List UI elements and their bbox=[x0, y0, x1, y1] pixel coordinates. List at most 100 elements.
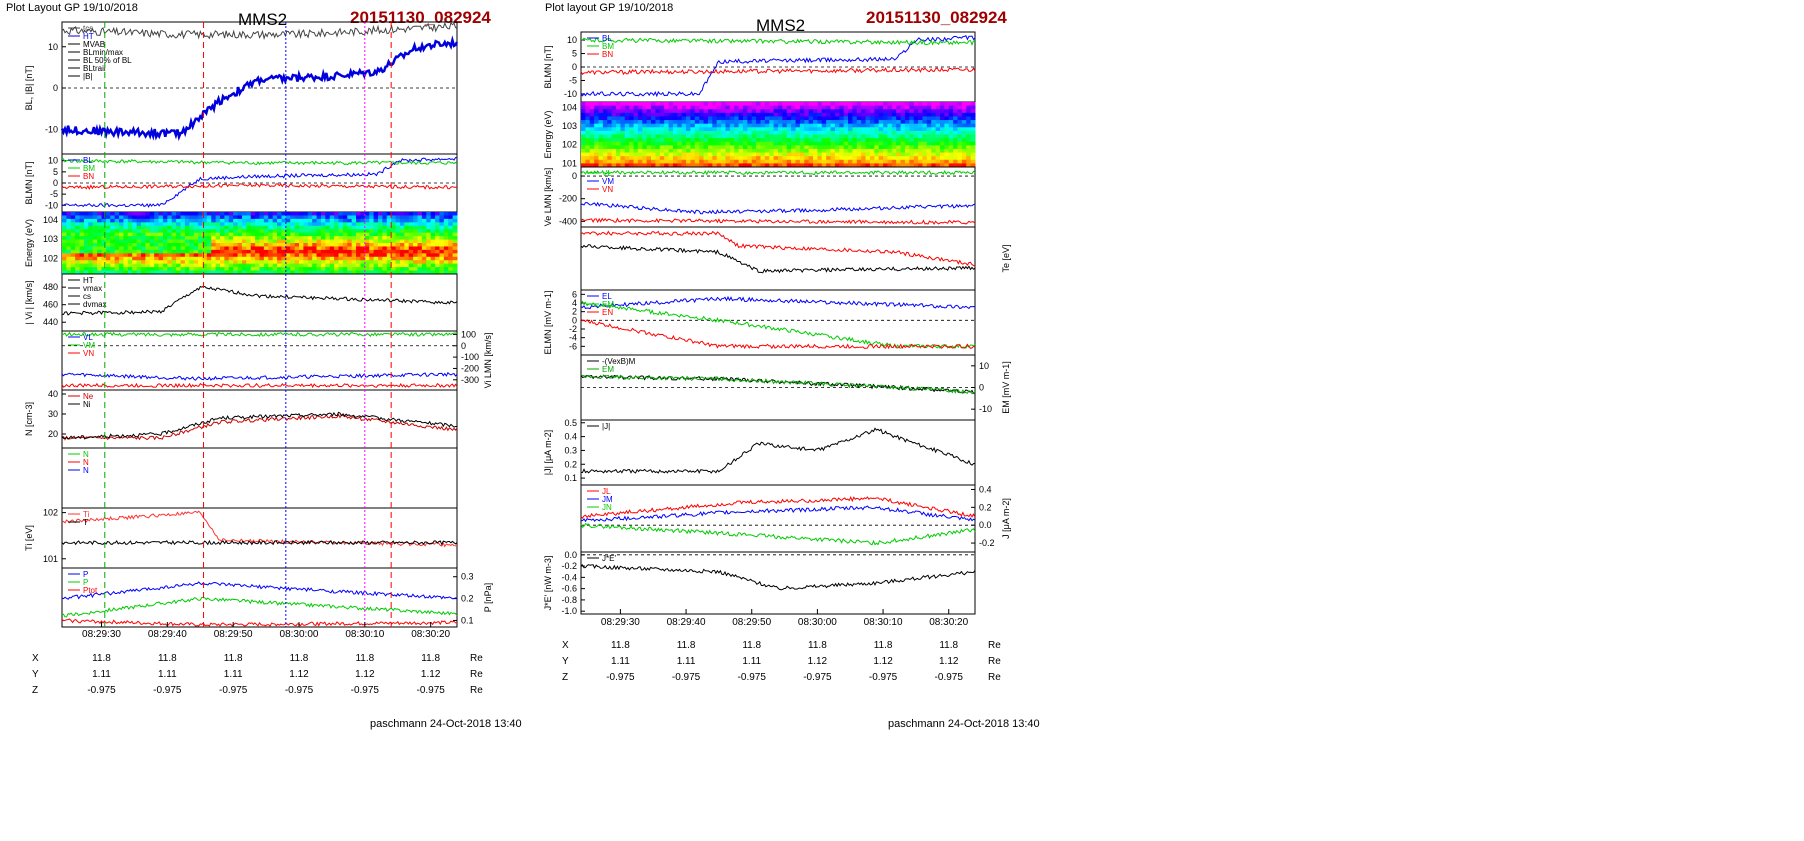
spectrogram-cell bbox=[443, 229, 449, 234]
spectrogram-cell bbox=[347, 263, 353, 268]
spectrogram-cell bbox=[228, 236, 234, 241]
spectrogram-cell bbox=[883, 112, 888, 117]
spectrogram-cell bbox=[944, 112, 950, 117]
spectrogram-cell bbox=[589, 141, 595, 146]
spectrogram-cell bbox=[703, 109, 709, 114]
spectrogram-cell bbox=[664, 141, 670, 146]
spectrogram-cell bbox=[581, 159, 586, 164]
spectrogram-cell bbox=[277, 215, 282, 220]
spectrogram-cell bbox=[369, 232, 375, 237]
spectrogram-cell bbox=[602, 152, 608, 157]
spectrogram-cell bbox=[162, 263, 168, 268]
spectrogram-cell bbox=[430, 225, 436, 230]
spectrogram-cell bbox=[382, 229, 388, 234]
spectrogram-cell bbox=[799, 102, 805, 107]
spectrogram-cell bbox=[799, 134, 805, 139]
spectrogram-cell bbox=[607, 148, 613, 154]
spectrogram-cell bbox=[668, 163, 674, 168]
spectrogram-cell bbox=[791, 112, 797, 117]
spectrogram-cell bbox=[607, 156, 613, 161]
spectrogram-cell bbox=[629, 130, 635, 135]
spectrogram-cell bbox=[699, 148, 705, 154]
spectrogram-cell bbox=[769, 112, 775, 117]
spectrogram-cell bbox=[922, 138, 928, 143]
spectrogram-cell bbox=[843, 156, 849, 161]
spectrogram-cell bbox=[707, 105, 713, 110]
spectrogram-cell bbox=[452, 260, 458, 265]
spectrogram-cell bbox=[786, 105, 792, 110]
spectrogram-cell bbox=[716, 105, 722, 110]
spectrogram-cell bbox=[176, 218, 181, 223]
spectrogram-cell bbox=[856, 134, 862, 139]
spectrogram-cell bbox=[694, 148, 700, 154]
spectrogram-cell bbox=[760, 159, 766, 164]
spectrogram-cell bbox=[62, 256, 67, 261]
spectrogram-cell bbox=[865, 159, 871, 164]
spectrogram-cell bbox=[598, 141, 604, 146]
spectrogram-cell bbox=[756, 123, 761, 128]
spectrogram-cell bbox=[167, 270, 173, 275]
spectrogram-cell bbox=[404, 256, 410, 261]
spectrogram-cell bbox=[334, 232, 339, 237]
spectrogram-cell bbox=[778, 156, 783, 161]
spectrogram-cell bbox=[642, 130, 648, 135]
spectrogram-cell bbox=[869, 127, 875, 132]
spectrogram-cell bbox=[329, 270, 335, 275]
spectrogram-cell bbox=[738, 130, 744, 135]
spectrogram-cell bbox=[145, 270, 151, 275]
spectrogram-cell bbox=[364, 239, 370, 244]
spectrogram-cell bbox=[607, 138, 613, 143]
spectrogram-cell bbox=[369, 225, 375, 230]
spectrogram-cell bbox=[742, 145, 748, 150]
spectrogram-cell bbox=[79, 267, 85, 272]
spectrogram-cell bbox=[329, 215, 335, 220]
spectrogram-cell bbox=[633, 159, 639, 164]
series-line bbox=[581, 427, 976, 474]
spectrogram-cell bbox=[624, 109, 630, 114]
spectrogram-cell bbox=[690, 120, 696, 125]
spectrogram-cell bbox=[602, 123, 608, 128]
spectrogram-cell bbox=[373, 229, 379, 234]
spectrogram-cell bbox=[874, 116, 880, 121]
spectrogram-cell bbox=[782, 102, 788, 107]
spectrogram-cell bbox=[162, 253, 168, 258]
spectrogram-cell bbox=[312, 246, 318, 251]
spectrogram-cell bbox=[435, 218, 440, 223]
spectrogram-cell bbox=[105, 225, 111, 230]
spectrogram-cell bbox=[303, 212, 309, 216]
spectrogram-cell bbox=[421, 222, 427, 227]
spectrogram-cell bbox=[307, 239, 313, 244]
spectrogram-cell bbox=[92, 260, 98, 265]
spectrogram-cell bbox=[378, 249, 383, 254]
spectrogram-cell bbox=[141, 215, 146, 220]
spectrogram-cell bbox=[97, 243, 102, 247]
ephemeris-value: -0.975 bbox=[935, 672, 964, 683]
spectrogram-cell bbox=[277, 263, 282, 268]
spectrogram-cell bbox=[786, 120, 792, 125]
ephemeris-value: 11.8 bbox=[421, 653, 440, 664]
spectrogram-cell bbox=[132, 270, 138, 275]
spectrogram-cell bbox=[141, 243, 146, 247]
spectrogram-cell bbox=[97, 212, 102, 216]
spectrogram-cell bbox=[382, 212, 388, 216]
spectrogram-cell bbox=[312, 243, 318, 247]
spectrogram-cell bbox=[918, 141, 923, 146]
panel-absj: 0.50.40.30.20.1|J| [μA m-2]|J| bbox=[543, 418, 976, 486]
spectrogram-cell bbox=[268, 218, 274, 223]
spectrogram-cell bbox=[277, 260, 282, 265]
ephemeris-row-label: Z bbox=[32, 685, 38, 696]
spectrogram-cell bbox=[861, 138, 867, 143]
spectrogram-cell bbox=[79, 263, 85, 268]
spectrogram-cell bbox=[659, 105, 665, 110]
series-line bbox=[61, 183, 458, 191]
spectrogram-cell bbox=[281, 218, 287, 223]
spectrogram-cell bbox=[119, 236, 124, 241]
spectrogram-cell bbox=[426, 239, 432, 244]
spectrogram-cell bbox=[629, 148, 635, 154]
spectrogram-cell bbox=[948, 102, 954, 107]
spectrogram-cell bbox=[799, 163, 805, 168]
spectrogram-cell bbox=[773, 116, 779, 121]
spectrogram-cell bbox=[70, 249, 76, 254]
spectrogram-cell bbox=[918, 116, 923, 121]
